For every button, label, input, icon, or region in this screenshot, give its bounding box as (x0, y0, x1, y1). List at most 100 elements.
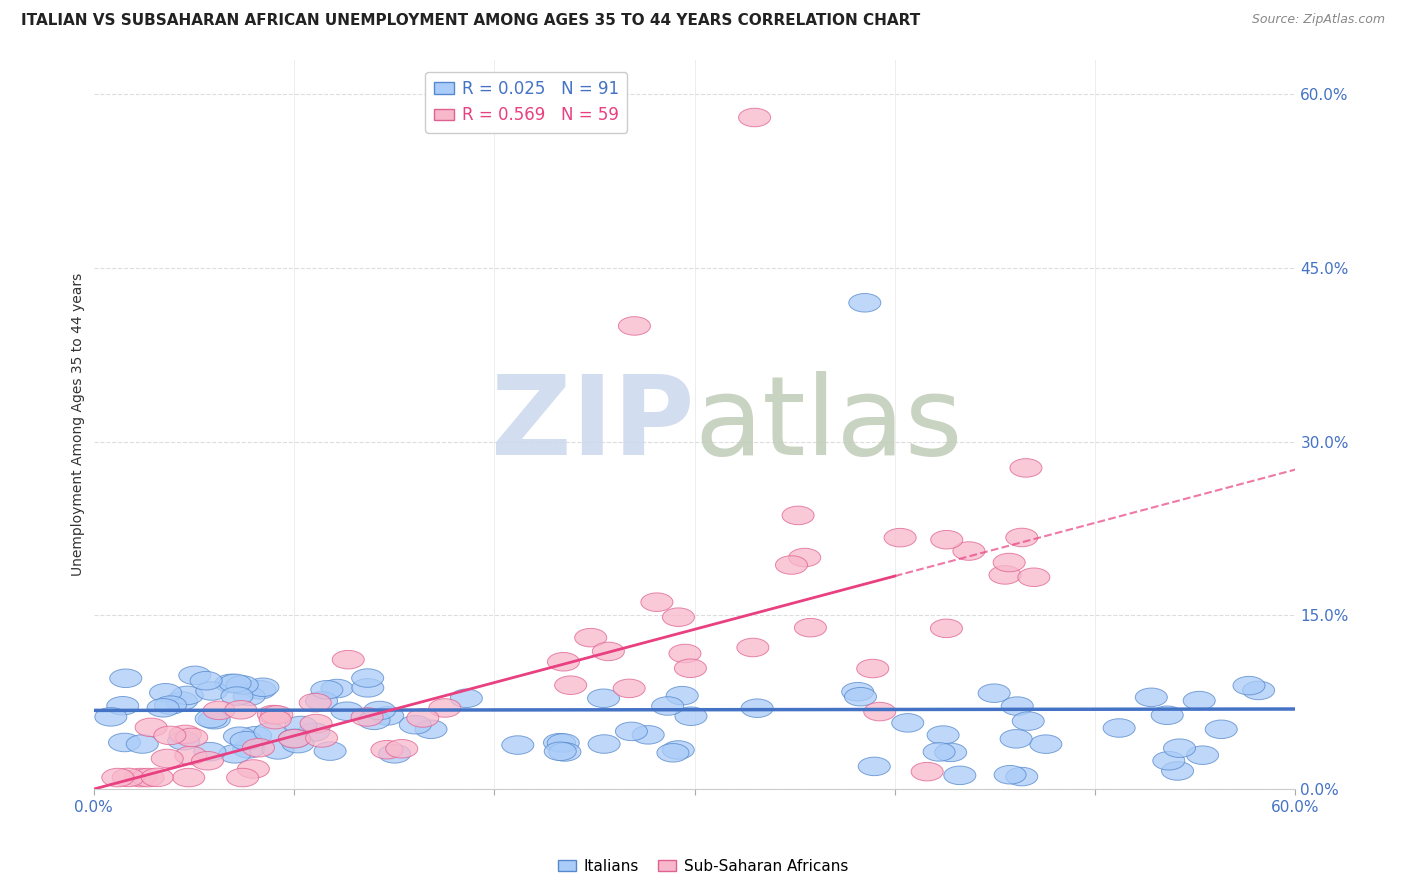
Ellipse shape (299, 693, 332, 712)
Ellipse shape (657, 744, 689, 762)
Ellipse shape (633, 725, 664, 744)
Ellipse shape (399, 715, 432, 734)
Ellipse shape (924, 743, 955, 761)
Ellipse shape (330, 702, 363, 721)
Ellipse shape (127, 735, 159, 753)
Ellipse shape (1205, 720, 1237, 739)
Ellipse shape (132, 768, 165, 787)
Ellipse shape (1010, 458, 1042, 477)
Ellipse shape (190, 672, 222, 690)
Ellipse shape (979, 684, 1010, 703)
Ellipse shape (173, 768, 205, 787)
Ellipse shape (298, 723, 330, 741)
Ellipse shape (849, 293, 880, 312)
Ellipse shape (406, 709, 439, 727)
Ellipse shape (1187, 746, 1219, 764)
Ellipse shape (544, 742, 576, 761)
Ellipse shape (863, 702, 896, 721)
Ellipse shape (738, 108, 770, 127)
Ellipse shape (737, 638, 769, 657)
Ellipse shape (169, 725, 201, 744)
Ellipse shape (1000, 730, 1032, 748)
Ellipse shape (669, 644, 702, 663)
Ellipse shape (176, 728, 208, 747)
Ellipse shape (311, 681, 343, 699)
Ellipse shape (1243, 681, 1275, 699)
Text: ITALIAN VS SUBSAHARAN AFRICAN UNEMPLOYMENT AMONG AGES 35 TO 44 YEARS CORRELATION: ITALIAN VS SUBSAHARAN AFRICAN UNEMPLOYME… (21, 13, 921, 29)
Ellipse shape (149, 683, 181, 702)
Ellipse shape (1184, 691, 1215, 710)
Ellipse shape (198, 710, 231, 729)
Ellipse shape (278, 730, 311, 748)
Ellipse shape (548, 743, 581, 761)
Ellipse shape (891, 714, 924, 732)
Ellipse shape (547, 734, 579, 752)
Ellipse shape (613, 679, 645, 698)
Ellipse shape (1005, 767, 1038, 786)
Ellipse shape (592, 642, 624, 661)
Ellipse shape (108, 733, 141, 752)
Ellipse shape (226, 675, 259, 694)
Ellipse shape (429, 698, 461, 717)
Ellipse shape (884, 528, 917, 547)
Ellipse shape (943, 766, 976, 785)
Ellipse shape (1233, 676, 1265, 695)
Ellipse shape (191, 751, 224, 770)
Ellipse shape (174, 747, 207, 764)
Ellipse shape (94, 707, 127, 726)
Ellipse shape (502, 736, 534, 755)
Ellipse shape (371, 740, 404, 759)
Ellipse shape (352, 669, 384, 688)
Ellipse shape (231, 731, 262, 750)
Ellipse shape (1135, 688, 1167, 706)
Ellipse shape (221, 687, 253, 706)
Ellipse shape (359, 711, 389, 730)
Ellipse shape (226, 768, 259, 787)
Ellipse shape (675, 659, 706, 678)
Ellipse shape (651, 697, 683, 715)
Ellipse shape (845, 688, 876, 706)
Ellipse shape (242, 739, 274, 757)
Ellipse shape (789, 549, 821, 566)
Ellipse shape (285, 716, 316, 735)
Ellipse shape (352, 707, 382, 726)
Ellipse shape (1029, 735, 1062, 754)
Ellipse shape (1005, 528, 1038, 547)
Ellipse shape (107, 697, 139, 715)
Ellipse shape (215, 674, 247, 693)
Ellipse shape (776, 556, 807, 574)
Ellipse shape (299, 714, 332, 733)
Ellipse shape (378, 745, 411, 763)
Ellipse shape (125, 768, 156, 787)
Ellipse shape (1018, 568, 1050, 587)
Ellipse shape (616, 723, 648, 740)
Ellipse shape (675, 707, 707, 725)
Ellipse shape (110, 669, 142, 688)
Ellipse shape (662, 740, 695, 759)
Ellipse shape (994, 765, 1026, 784)
Ellipse shape (1164, 739, 1195, 757)
Ellipse shape (254, 723, 285, 741)
Ellipse shape (195, 681, 228, 700)
Ellipse shape (415, 720, 447, 739)
Ellipse shape (262, 740, 294, 759)
Ellipse shape (1152, 706, 1184, 724)
Ellipse shape (371, 706, 404, 725)
Ellipse shape (993, 553, 1025, 572)
Ellipse shape (257, 706, 290, 723)
Ellipse shape (931, 531, 963, 549)
Ellipse shape (547, 653, 579, 671)
Ellipse shape (245, 681, 276, 699)
Ellipse shape (202, 701, 235, 720)
Ellipse shape (1153, 751, 1185, 770)
Ellipse shape (141, 768, 173, 787)
Ellipse shape (588, 735, 620, 753)
Ellipse shape (148, 698, 179, 717)
Ellipse shape (155, 696, 187, 714)
Ellipse shape (172, 686, 204, 705)
Ellipse shape (112, 768, 145, 787)
Ellipse shape (554, 676, 586, 695)
Ellipse shape (794, 618, 827, 637)
Ellipse shape (233, 739, 264, 758)
Text: ZIP: ZIP (491, 371, 695, 478)
